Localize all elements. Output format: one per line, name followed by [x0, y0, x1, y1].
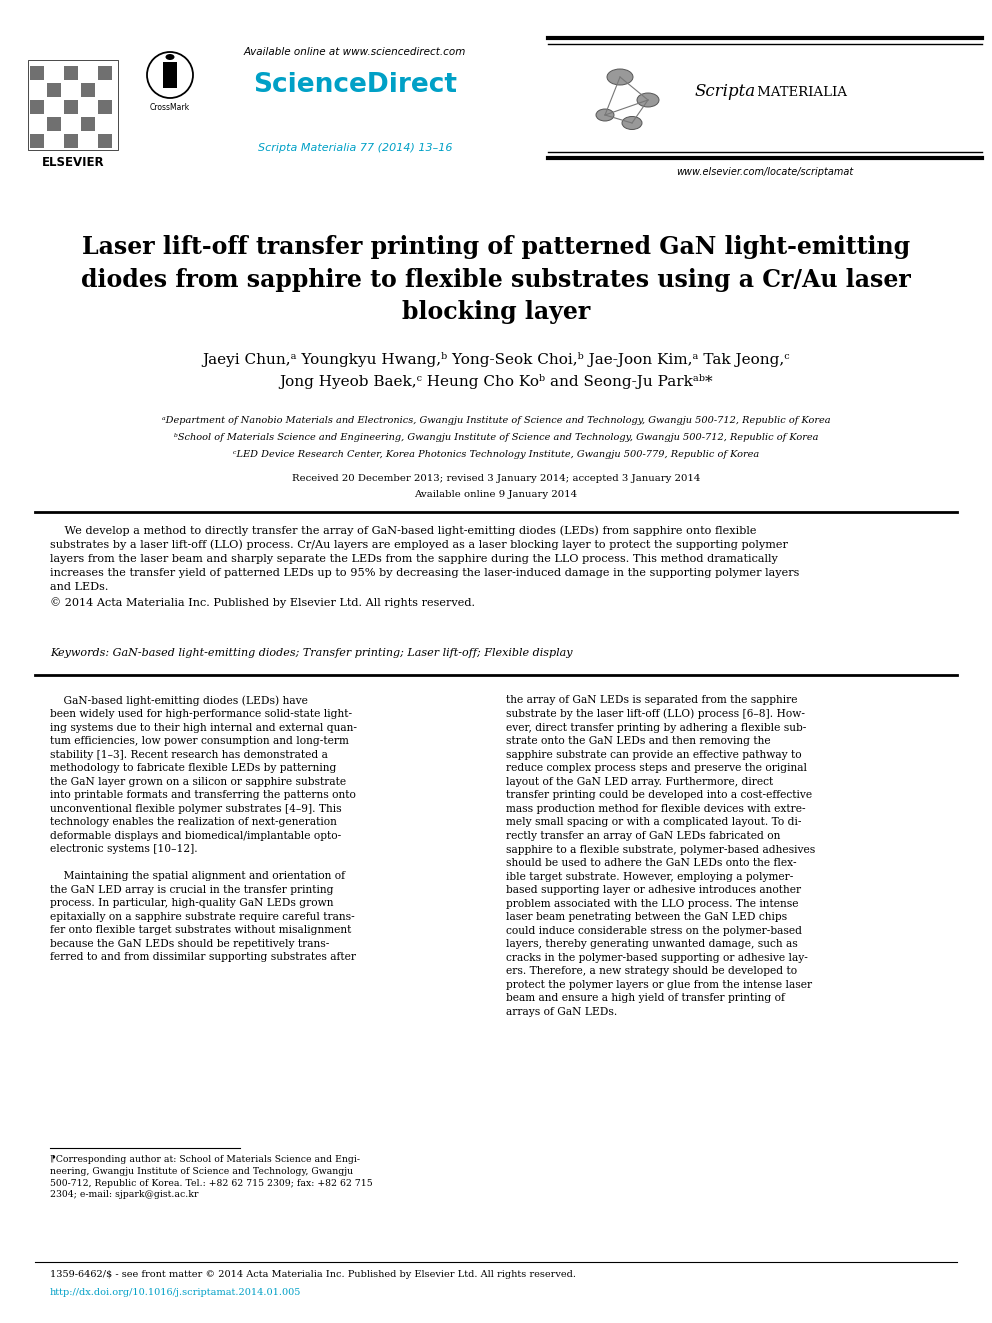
- Bar: [64, 66, 78, 79]
- Text: CrossMark: CrossMark: [150, 103, 190, 112]
- Text: Laser lift-off transfer printing of patterned GaN light-emitting
diodes from sap: Laser lift-off transfer printing of patt…: [81, 235, 911, 324]
- Ellipse shape: [637, 93, 659, 107]
- Text: Scripta: Scripta: [695, 83, 756, 101]
- Text: www.elsevier.com/locate/scriptamat: www.elsevier.com/locate/scriptamat: [677, 167, 854, 177]
- Text: ScienceDirect: ScienceDirect: [253, 71, 457, 98]
- Text: Keywords: GaN-based light-emitting diodes; Transfer printing; Laser lift-off; Fl: Keywords: GaN-based light-emitting diode…: [50, 648, 572, 658]
- Bar: [98, 66, 112, 79]
- Bar: [98, 101, 112, 114]
- Bar: [47, 116, 61, 131]
- Ellipse shape: [607, 69, 633, 85]
- Bar: [30, 134, 44, 148]
- Text: ᵇSchool of Materials Science and Engineering, Gwangju Institute of Science and T: ᵇSchool of Materials Science and Enginee…: [174, 433, 818, 442]
- Bar: [64, 101, 78, 114]
- Text: ᶜLED Device Research Center, Korea Photonics Technology Institute, Gwangju 500-7: ᶜLED Device Research Center, Korea Photo…: [233, 450, 759, 459]
- Bar: [64, 134, 78, 148]
- Text: Received 20 December 2013; revised 3 January 2014; accepted 3 January 2014: Received 20 December 2013; revised 3 Jan…: [292, 474, 700, 483]
- Text: ⁋Corresponding author at: School of Materials Science and Engi-
neering, Gwangju: ⁋Corresponding author at: School of Mate…: [50, 1155, 373, 1200]
- Bar: [30, 101, 44, 114]
- Text: ELSEVIER: ELSEVIER: [42, 156, 104, 168]
- Bar: [47, 83, 61, 97]
- Bar: [30, 66, 44, 79]
- Text: We develop a method to directly transfer the array of GaN-based light-emitting d: We develop a method to directly transfer…: [50, 525, 800, 607]
- Text: 1359-6462/$ - see front matter © 2014 Acta Materialia Inc. Published by Elsevier: 1359-6462/$ - see front matter © 2014 Ac…: [50, 1270, 576, 1279]
- Bar: [98, 134, 112, 148]
- Text: Jaeyi Chun,ᵃ Youngkyu Hwang,ᵇ Yong-Seok Choi,ᵇ Jae-Joon Kim,ᵃ Tak Jeong,ᶜ
Jong H: Jaeyi Chun,ᵃ Youngkyu Hwang,ᵇ Yong-Seok …: [202, 352, 790, 389]
- Bar: [81, 83, 95, 97]
- Bar: [163, 62, 177, 89]
- Text: ᵃDepartment of Nanobio Materials and Electronics, Gwangju Institute of Science a: ᵃDepartment of Nanobio Materials and Ele…: [162, 415, 830, 425]
- Ellipse shape: [622, 116, 642, 130]
- Text: GaN-based light-emitting diodes (LEDs) have
been widely used for high-performanc: GaN-based light-emitting diodes (LEDs) h…: [50, 695, 357, 962]
- Text: http://dx.doi.org/10.1016/j.scriptamat.2014.01.005: http://dx.doi.org/10.1016/j.scriptamat.2…: [50, 1289, 302, 1297]
- Text: the array of GaN LEDs is separated from the sapphire
substrate by the laser lift: the array of GaN LEDs is separated from …: [506, 695, 815, 1017]
- Ellipse shape: [166, 54, 175, 60]
- Text: Available online 9 January 2014: Available online 9 January 2014: [415, 490, 577, 499]
- Text: Scripta Materialia 77 (2014) 13–16: Scripta Materialia 77 (2014) 13–16: [258, 143, 452, 153]
- Ellipse shape: [596, 108, 614, 120]
- Text: Available online at www.sciencedirect.com: Available online at www.sciencedirect.co…: [244, 48, 466, 57]
- Text: MATERIALIA: MATERIALIA: [753, 86, 847, 98]
- Bar: [28, 60, 118, 149]
- Bar: [81, 116, 95, 131]
